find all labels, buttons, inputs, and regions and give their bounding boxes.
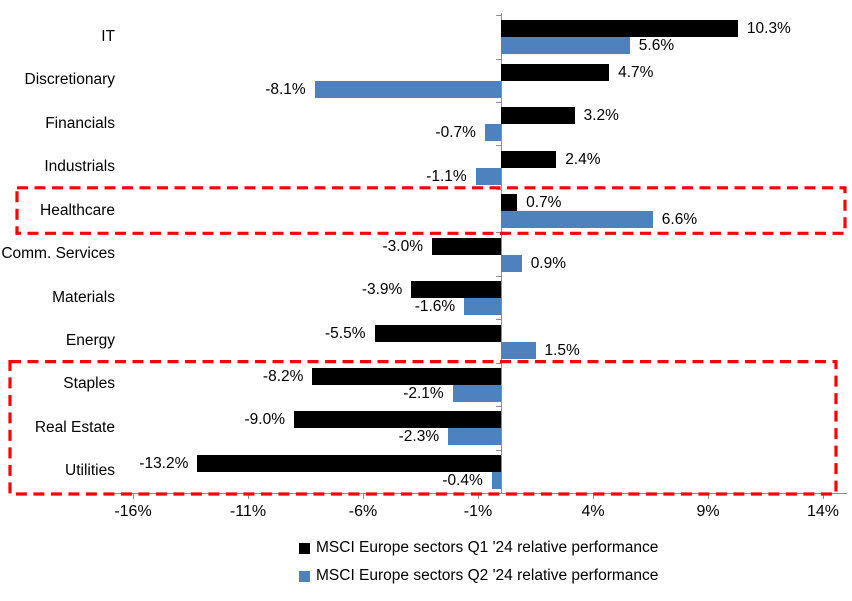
q2-value-label-comm-services: 0.9% [530, 254, 567, 272]
category-label-it: IT [101, 27, 115, 45]
q2-value-label-materials: -1.6% [414, 298, 456, 315]
category-label-utilities: Utilities [65, 462, 115, 480]
q2-value-label-staples: -2.1% [403, 384, 444, 402]
x-axis-tick [133, 493, 134, 499]
q1-value-label-it: 10.3% [746, 20, 791, 38]
q1-bar-materials [411, 281, 501, 298]
y-axis-tick [496, 275, 501, 277]
q1-value-label-staples: -8.2% [262, 367, 304, 385]
q1-bar-utilities [197, 454, 501, 472]
y-axis-tick [496, 232, 501, 234]
y-axis-tick [496, 145, 501, 147]
q1-value-label-materials: -3.9% [361, 281, 403, 298]
x-tick-label-6: -6% [348, 503, 378, 520]
q2-bar-discretionary [314, 80, 501, 98]
category-label-discretionary: Discretionary [24, 71, 115, 89]
y-axis-tick [496, 15, 501, 16]
q2-bar-materials [464, 298, 501, 315]
legend-label-q1: MSCI Europe sectors Q1 '24 relative perf… [316, 539, 659, 556]
q2-bar-energy [501, 341, 536, 359]
y-axis-tick [496, 362, 501, 364]
q1-bar-discretionary [501, 63, 610, 81]
x-tick-label-14: 14% [806, 503, 840, 520]
q2-value-label-it: 5.6% [638, 37, 675, 55]
x-axis-tick [248, 493, 249, 499]
y-axis-tick [496, 493, 501, 494]
category-label-real-estate: Real Estate [34, 418, 115, 436]
category-label-materials: Materials [52, 288, 115, 306]
x-tick-label-16: -16% [114, 503, 152, 520]
q1-value-label-comm-services: -3.0% [382, 237, 424, 255]
q2-bar-industrials [475, 167, 501, 185]
q1-value-label-real-estate: -9.0% [244, 411, 286, 429]
q2-value-label-discretionary: -8.1% [265, 80, 306, 98]
q1-bar-financials [501, 107, 575, 125]
category-label-comm-services: Comm. Services [1, 245, 115, 262]
q2-value-label-energy: 1.5% [544, 341, 580, 359]
q1-bar-it [501, 20, 738, 38]
q2-bar-staples [452, 384, 501, 402]
x-axis-tick [363, 493, 364, 499]
q1-value-label-financials: 3.2% [583, 107, 619, 125]
q1-value-label-industrials: 2.4% [565, 150, 601, 168]
q2-value-label-utilities: -0.4% [442, 471, 483, 489]
legend-label-q2: MSCI Europe sectors Q2 '24 relative perf… [316, 567, 659, 584]
q1-bar-energy [374, 324, 501, 342]
q1-value-label-energy: -5.5% [325, 324, 366, 342]
category-label-financials: Financials [45, 114, 115, 132]
q2-bar-healthcare [501, 211, 653, 229]
category-label-healthcare: Healthcare [40, 201, 115, 219]
q2-bar-comm-services [501, 254, 522, 272]
q2-bar-it [501, 37, 630, 55]
x-tick-label-9: 9% [696, 503, 720, 520]
q2-bar-real-estate [448, 428, 501, 446]
q2-value-label-healthcare: 6.6% [661, 211, 698, 229]
q1-value-label-healthcare: 0.7% [526, 194, 562, 212]
q2-value-label-financials: -0.7% [435, 124, 476, 142]
q1-bar-industrials [501, 150, 557, 168]
category-label-staples: Staples [63, 375, 115, 393]
q1-bar-staples [312, 367, 501, 385]
x-axis-tick [823, 493, 824, 499]
q2-bar-financials [484, 124, 501, 142]
y-axis-tick [496, 101, 501, 103]
legend-swatch-q1-icon [299, 542, 310, 554]
q1-bar-comm-services [432, 237, 501, 255]
x-tick-label-1: -1% [463, 503, 493, 520]
y-axis-tick [496, 406, 501, 408]
x-axis-tick [478, 493, 479, 499]
x-axis-tick [708, 493, 709, 499]
q1-bar-healthcare [501, 194, 518, 212]
legend-item-q1: MSCI Europe sectors Q1 '24 relative perf… [299, 539, 658, 557]
category-label-industrials: Industrials [44, 158, 115, 176]
q1-value-label-utilities: -13.2% [139, 454, 189, 472]
q2-value-label-industrials: -1.1% [426, 167, 467, 185]
y-axis-tick [496, 188, 501, 190]
q1-value-label-discretionary: 4.7% [618, 63, 654, 81]
y-axis-tick [496, 58, 501, 60]
x-tick-label-4: 4% [581, 503, 605, 520]
y-axis-line [501, 13, 502, 493]
legend-swatch-q2-icon [299, 570, 310, 582]
x-axis-tick [593, 493, 594, 499]
y-axis-tick [496, 449, 501, 451]
q2-bar-utilities [491, 471, 501, 489]
q1-bar-real-estate [294, 411, 501, 429]
q2-value-label-real-estate: -2.3% [398, 428, 440, 446]
x-tick-label-11: -11% [229, 503, 267, 520]
legend-item-q2: MSCI Europe sectors Q2 '24 relative perf… [299, 567, 658, 585]
category-label-energy: Energy [65, 331, 115, 349]
y-axis-tick [496, 319, 501, 321]
